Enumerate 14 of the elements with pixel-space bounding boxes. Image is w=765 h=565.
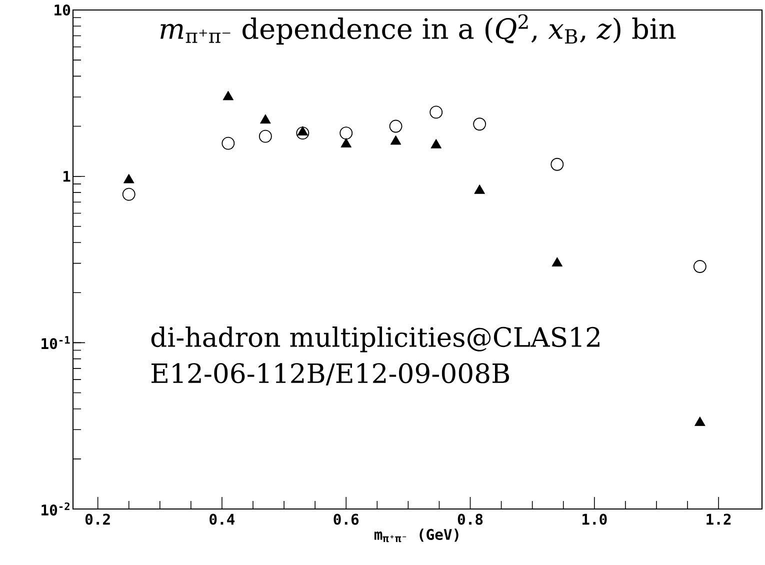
x-tick-label: 1.0 [582,514,607,525]
x-tick-label: 0.6 [334,514,359,525]
text: m$_{π⁺π⁻}$ (GeV) [374,528,458,542]
y-tick-label: 10$^{-2}$ [42,502,70,516]
x-tick-label: 0.2 [85,514,110,525]
x-tick-label: 0.8 [458,514,483,525]
y-tick-label: 1 [63,171,70,182]
y-tick-label: 10$^{-1}$ [42,336,70,350]
x-tick-label: 1.2 [706,514,731,525]
annotation: E12-06-112B/E12-09-008B [152,363,510,386]
annotation: di-hadron multiplicities@CLAS12 [151,326,600,352]
x-tick-label: 0.4 [210,514,235,525]
y-tick-label: 10 [54,4,70,16]
chart-title: m$_{π⁺π⁻}$ dependence in a (Q$^{2}$, x$_{B}$, z) bin [160,14,676,45]
